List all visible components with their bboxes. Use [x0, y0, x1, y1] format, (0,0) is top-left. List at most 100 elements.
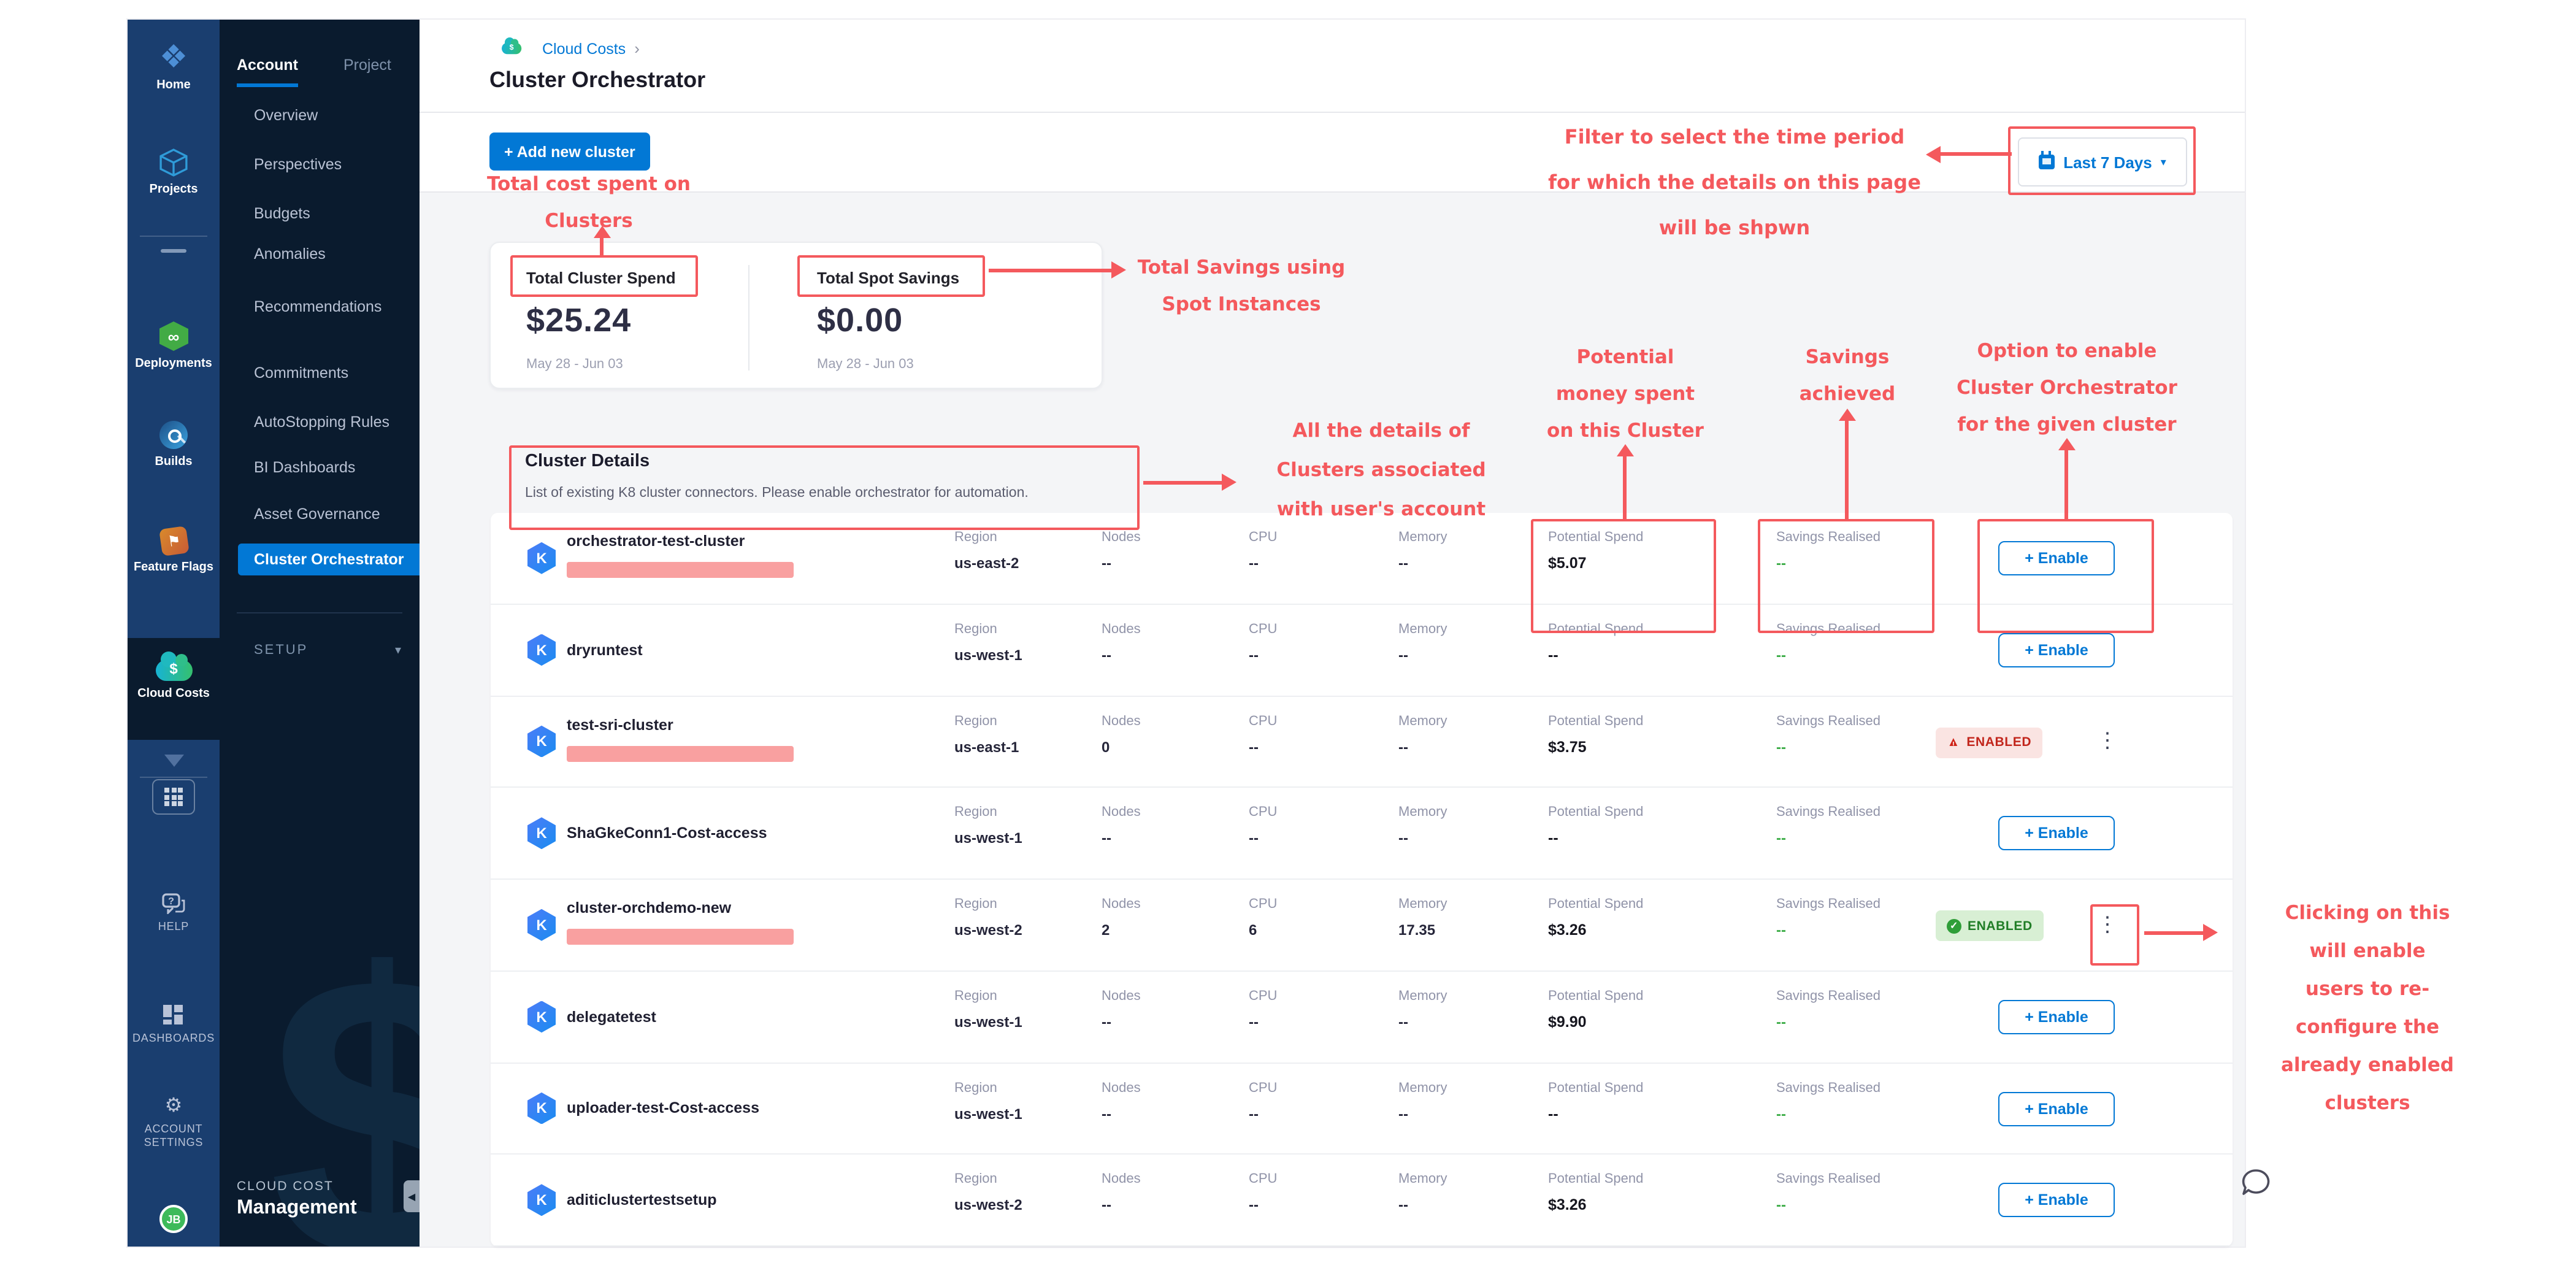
date-range-dropdown[interactable]: Last 7 Days ▾: [2018, 137, 2187, 186]
memory-cell: Memory --: [1398, 989, 1447, 1031]
brand-line2: Management: [237, 1197, 357, 1218]
enable-button-label: + Enable: [2025, 1008, 2088, 1026]
region-value: us-west-2: [954, 921, 1022, 939]
nav-feature-flags-label: Feature Flags: [133, 561, 214, 574]
table-row: K uploader-test-Cost-access Region us-we…: [491, 1063, 2233, 1155]
enable-button[interactable]: + Enable: [1998, 541, 2115, 575]
nodes-label: Nodes: [1102, 530, 1141, 545]
enable-button[interactable]: + Enable: [1998, 816, 2115, 851]
enable-button-label: + Enable: [2025, 824, 2088, 842]
cpu-cell: CPU --: [1249, 1172, 1277, 1214]
sidebar-collapse-handle[interactable]: ◀: [404, 1180, 420, 1212]
status-badge-enabled-error: ▲ ENABLED: [1936, 727, 2043, 758]
savings-realised-label: Savings Realised: [1776, 530, 1880, 545]
memory-value: 17.35: [1398, 921, 1436, 939]
rail-drag-handle[interactable]: [161, 249, 186, 253]
cluster-name: test-sri-cluster: [567, 716, 673, 733]
annotation-reconfigure: Clicking on this will enable users to re…: [2280, 902, 2454, 1114]
cpu-label: CPU: [1249, 805, 1278, 820]
sidebar-item-overview[interactable]: Overview: [254, 107, 318, 124]
potential-spend-label: Potential Spend: [1548, 897, 1644, 912]
sidebar-item-cluster-orchestrator[interactable]: Cluster Orchestrator: [238, 544, 420, 575]
nav-account-settings[interactable]: ⚙ ACCOUNT SETTINGS: [128, 1096, 220, 1150]
nav-dashboards[interactable]: DASHBOARDS: [128, 1005, 220, 1045]
memory-label: Memory: [1398, 988, 1447, 1004]
sidebar-item-asset-governance[interactable]: Asset Governance: [254, 505, 380, 523]
add-new-cluster-label: + Add new cluster: [504, 143, 635, 160]
savings-realised-value: --: [1776, 646, 1786, 664]
sidebar-setup-toggle[interactable]: SETUP ▾: [254, 643, 401, 658]
table-row: K cluster-orchdemo-new Region us-west-2 …: [491, 880, 2233, 972]
redaction-bar: [567, 562, 794, 578]
tab-account[interactable]: Account: [237, 56, 298, 87]
breadcrumb-cloud-costs-link[interactable]: Cloud Costs: [542, 40, 626, 57]
nodes-value: --: [1102, 829, 1111, 847]
kebab-menu[interactable]: ⋮: [2097, 729, 2118, 753]
home-icon: ❖: [159, 38, 188, 75]
toolbar-divider: [420, 191, 2245, 193]
nav-deployments[interactable]: ∞ Deployments: [128, 321, 220, 371]
module-picker-button[interactable]: [152, 779, 195, 815]
potential-spend-cell: Potential Spend $5.07: [1548, 530, 1643, 572]
deployments-icon: ∞: [159, 321, 188, 351]
add-new-cluster-button[interactable]: + Add new cluster: [489, 133, 650, 171]
stat-divider: [748, 265, 749, 371]
cluster-name: aditiclustertestsetup: [567, 1191, 717, 1209]
memory-label: Memory: [1398, 897, 1447, 912]
sidebar-item-bi-dashboards[interactable]: BI Dashboards: [254, 459, 356, 476]
nav-rail: ❖ Home Projects ∞ Deployments Builds: [128, 20, 220, 1247]
redaction-bar: [567, 745, 794, 761]
nodes-value: --: [1102, 646, 1111, 664]
savings-realised-value: --: [1776, 829, 1786, 847]
memory-value: --: [1398, 829, 1408, 847]
nav-cloud-costs[interactable]: $ Cloud Costs: [128, 651, 220, 701]
cpu-label: CPU: [1249, 1080, 1278, 1095]
enable-button[interactable]: + Enable: [1998, 1183, 2115, 1218]
table-row: K orchestrator-test-cluster Region us-ea…: [491, 513, 2233, 605]
nav-projects[interactable]: Projects: [128, 148, 220, 196]
memory-label: Memory: [1398, 1172, 1447, 1187]
enable-button[interactable]: + Enable: [1998, 632, 2115, 667]
sidebar-item-budgets[interactable]: Budgets: [254, 205, 310, 222]
savings-realised-label: Savings Realised: [1776, 897, 1880, 912]
nav-home[interactable]: ❖ Home: [128, 40, 220, 92]
rail-divider: [140, 236, 207, 237]
cpu-value: --: [1249, 1013, 1259, 1031]
sidebar-item-commitments[interactable]: Commitments: [254, 364, 349, 382]
region-cell: Region us-east-2: [954, 530, 1019, 572]
tab-project[interactable]: Project: [343, 56, 391, 74]
kubernetes-cluster-icon: K: [527, 725, 556, 758]
enable-button[interactable]: + Enable: [1998, 1091, 2115, 1126]
user-avatar[interactable]: JB: [159, 1205, 188, 1233]
nav-builds[interactable]: Builds: [128, 421, 220, 469]
nav-projects-label: Projects: [149, 183, 198, 196]
sidebar-item-perspectives[interactable]: Perspectives: [254, 156, 342, 173]
kebab-menu[interactable]: ⋮: [2097, 912, 2118, 936]
potential-spend-value: $3.75: [1548, 738, 1587, 755]
cpu-cell: CPU --: [1249, 713, 1277, 755]
kubernetes-cluster-icon: K: [527, 1184, 556, 1216]
region-label: Region: [954, 1080, 997, 1095]
app-window: ❖ Home Projects ∞ Deployments Builds: [128, 20, 2245, 1247]
sidebar-item-anomalies[interactable]: Anomalies: [254, 245, 326, 263]
memory-value: --: [1398, 1196, 1408, 1214]
total-spot-savings-value: $0.00: [817, 302, 903, 339]
memory-label: Memory: [1398, 530, 1447, 545]
date-range-value: Last 7 Days: [2063, 153, 2152, 171]
support-chat-icon[interactable]: [2237, 1166, 2274, 1202]
table-row: K delegatetest Region us-west-1 Nodes --…: [491, 971, 2233, 1063]
nodes-label: Nodes: [1102, 713, 1141, 728]
nav-help[interactable]: ? HELP: [128, 893, 220, 934]
nav-feature-flags[interactable]: ⚑ Feature Flags: [128, 526, 220, 574]
rail-collapse-triangle[interactable]: [164, 755, 184, 767]
potential-spend-label: Potential Spend: [1548, 713, 1644, 728]
potential-spend-label: Potential Spend: [1548, 1080, 1644, 1095]
memory-value: --: [1398, 646, 1408, 664]
region-cell: Region us-west-1: [954, 805, 1022, 847]
total-spot-savings-period: May 28 - Jun 03: [817, 357, 914, 372]
sidebar-item-autostopping[interactable]: AutoStopping Rules: [254, 413, 389, 431]
sidebar-item-recommendations[interactable]: Recommendations: [254, 298, 382, 315]
enable-button[interactable]: + Enable: [1998, 999, 2115, 1034]
cpu-value: 6: [1249, 921, 1257, 939]
